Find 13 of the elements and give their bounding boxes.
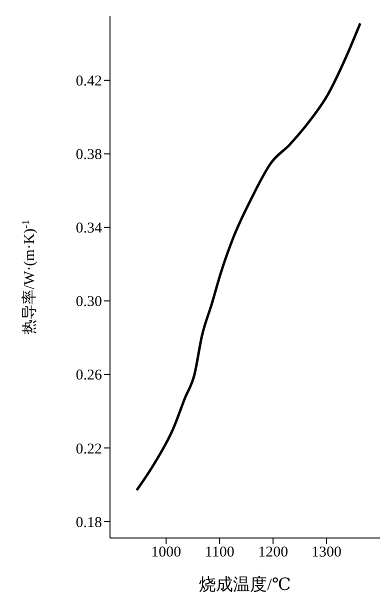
y-tick-label: 0.42 [76,74,102,90]
y-tick-label: 0.22 [76,441,102,458]
line-series [135,22,362,492]
y-tick-label: 0.38 [76,147,102,164]
y-tick-label: 0.18 [76,514,102,531]
x-tick-label: 1200 [258,544,288,561]
x-tick-label: 1300 [312,544,342,561]
y-tick-label: 0.30 [76,294,102,310]
y-tick-label: 0.34 [76,220,102,237]
y-tick-label: 0.26 [76,368,102,384]
x-tick-label: 1100 [204,544,234,561]
x-tick-label: 1000 [151,544,182,561]
x-axis-title: 烧成温度/℃ [199,575,291,594]
